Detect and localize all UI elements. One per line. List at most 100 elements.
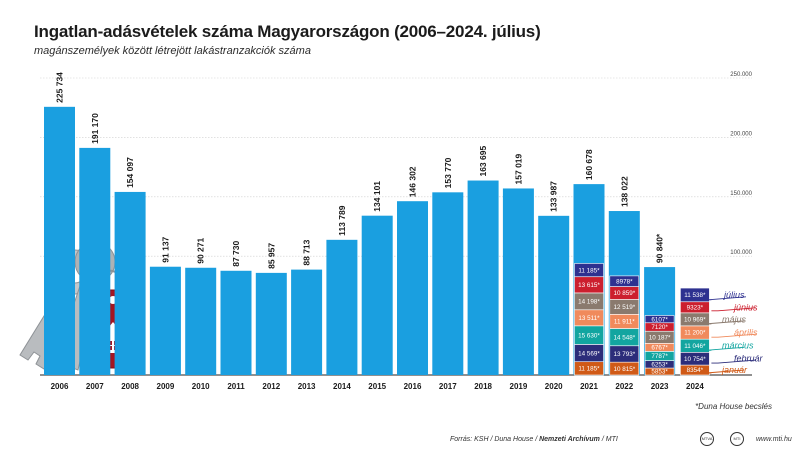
bar-value-label: 91 137 — [160, 236, 170, 262]
stack-segment-label: 9323* — [687, 305, 704, 312]
x-tick-label: 2006 — [51, 382, 69, 391]
legend-label: március — [722, 341, 754, 351]
bar — [255, 272, 287, 375]
chart-title: Ingatlan-adásvételek száma Magyarországo… — [34, 22, 541, 41]
stack-segment-label: 10 859* — [613, 290, 635, 297]
legend-leader — [705, 369, 745, 374]
y-axis-tick-labels: 100.000 150.000 200.000 250.000 — [730, 72, 752, 256]
x-axis-labels: 2006 2007 2008 2009 2010 2011 2012 2013 2014 2015… — [51, 382, 705, 391]
legend-label: április — [734, 328, 758, 338]
bar — [502, 188, 534, 375]
bar-value-label: 87 730 — [231, 241, 241, 267]
stack-segment-label: 11 185* — [578, 366, 600, 373]
stack-segment-label: 10 754* — [684, 356, 706, 363]
legend-label: május — [722, 314, 747, 324]
x-tick-label: 2023 — [651, 382, 669, 391]
x-tick-label: 2020 — [545, 382, 563, 391]
stack-segment-label: 8978* — [616, 278, 633, 285]
y-tick-label: 200.000 — [730, 131, 752, 137]
bar-value-label: 163 695 — [478, 146, 488, 177]
legend-leader — [711, 307, 757, 312]
bar — [326, 239, 358, 375]
legend-label: január — [721, 365, 748, 375]
bar — [291, 269, 323, 375]
x-tick-label: 2018 — [474, 382, 492, 391]
legend-label: február — [734, 354, 764, 364]
stack-segment-label: 15 630* — [578, 332, 600, 339]
stack-segment-label: 14 569* — [578, 350, 600, 357]
bar-value-label: 134 101 — [372, 181, 382, 212]
stack-segment-label: 11 538* — [684, 292, 706, 299]
value-labels: 225 734 191 170 154 097 91 137 90 271 87 730 8… — [55, 72, 665, 269]
bar-value-label: 88 713 — [302, 239, 312, 265]
x-tick-label: 2019 — [510, 382, 528, 391]
y-tick-label: 150.000 — [730, 191, 752, 197]
bar-value-label: 138 022 — [619, 176, 629, 207]
legend-leader — [705, 320, 745, 325]
stack-segment-label: 11 200* — [684, 330, 706, 337]
source-line: Forrás: KSH / Duna House / Nemzeti Archí… — [450, 436, 618, 443]
x-tick-label: 2015 — [368, 382, 386, 391]
stack-segment-label: 14 198* — [578, 299, 600, 306]
x-tick-label: 2017 — [439, 382, 457, 391]
stack-segment-label: 13 511* — [578, 315, 600, 322]
y-tick-label: 100.000 — [730, 250, 752, 256]
bar-value-label: 225 734 — [55, 72, 65, 103]
x-tick-label: 2011 — [227, 382, 245, 391]
stack-segment-label: 10 187* — [649, 334, 671, 341]
x-tick-label: 2024 — [686, 382, 704, 391]
bar — [397, 201, 428, 375]
mtva-logo: MTVA — [700, 432, 714, 446]
stack-segment-label: 7787* — [651, 353, 668, 360]
bar — [185, 267, 217, 375]
site-url: www.mti.hu — [756, 436, 792, 443]
x-tick-label: 2022 — [615, 382, 633, 391]
bar — [114, 191, 146, 375]
stack-segment-label: 7120* — [651, 324, 668, 331]
stack-segment-label: 6767* — [651, 345, 668, 352]
bar — [361, 215, 393, 375]
bar — [432, 192, 464, 375]
stack-segment-label: 10 969* — [684, 317, 706, 324]
legend-leader — [707, 296, 747, 301]
stack-segment-label: 13 793* — [613, 351, 635, 358]
bar-value-label: 146 302 — [408, 166, 418, 197]
bar — [538, 215, 570, 375]
legend-label: június — [733, 302, 758, 312]
stack-segment-label: 13 615* — [578, 282, 600, 289]
bar — [220, 270, 252, 375]
stack-segment — [574, 263, 604, 278]
bar-value-label: 113 789 — [337, 205, 347, 236]
footnote: *Duna House becslés — [695, 402, 772, 411]
bar — [467, 180, 499, 375]
stack-segment — [680, 287, 710, 303]
x-tick-label: 2014 — [333, 382, 351, 391]
x-tick-label: 2013 — [298, 382, 316, 391]
legend-leader — [711, 359, 757, 364]
x-tick-label: 2008 — [121, 382, 139, 391]
bar-value-label: 90 271 — [196, 237, 206, 263]
bar-value-label: 90 840* — [655, 233, 665, 263]
stack-segment-label: 14 548* — [613, 334, 635, 341]
mti-logo: MTI — [730, 432, 744, 446]
x-tick-label: 2010 — [192, 382, 210, 391]
stack-segment-label: 11 046* — [684, 343, 706, 350]
bar-value-label: 191 170 — [90, 113, 100, 144]
bar — [79, 147, 111, 375]
bar-value-label: 157 019 — [513, 153, 523, 184]
stack-segment-label: 8354* — [687, 367, 704, 374]
stack-segment — [644, 315, 675, 324]
bar-value-label: 153 770 — [443, 157, 453, 188]
y-tick-label: 250.000 — [730, 72, 752, 78]
stack-segment-label: 11 185* — [578, 267, 600, 274]
bar — [44, 106, 75, 376]
stack-segment — [609, 275, 640, 287]
x-tick-label: 2007 — [86, 382, 104, 391]
x-tick-label: 2009 — [157, 382, 175, 391]
legend-leader — [711, 333, 757, 338]
bar — [149, 266, 181, 375]
legend-leader — [705, 346, 745, 351]
bar-value-label: 85 957 — [266, 243, 276, 269]
